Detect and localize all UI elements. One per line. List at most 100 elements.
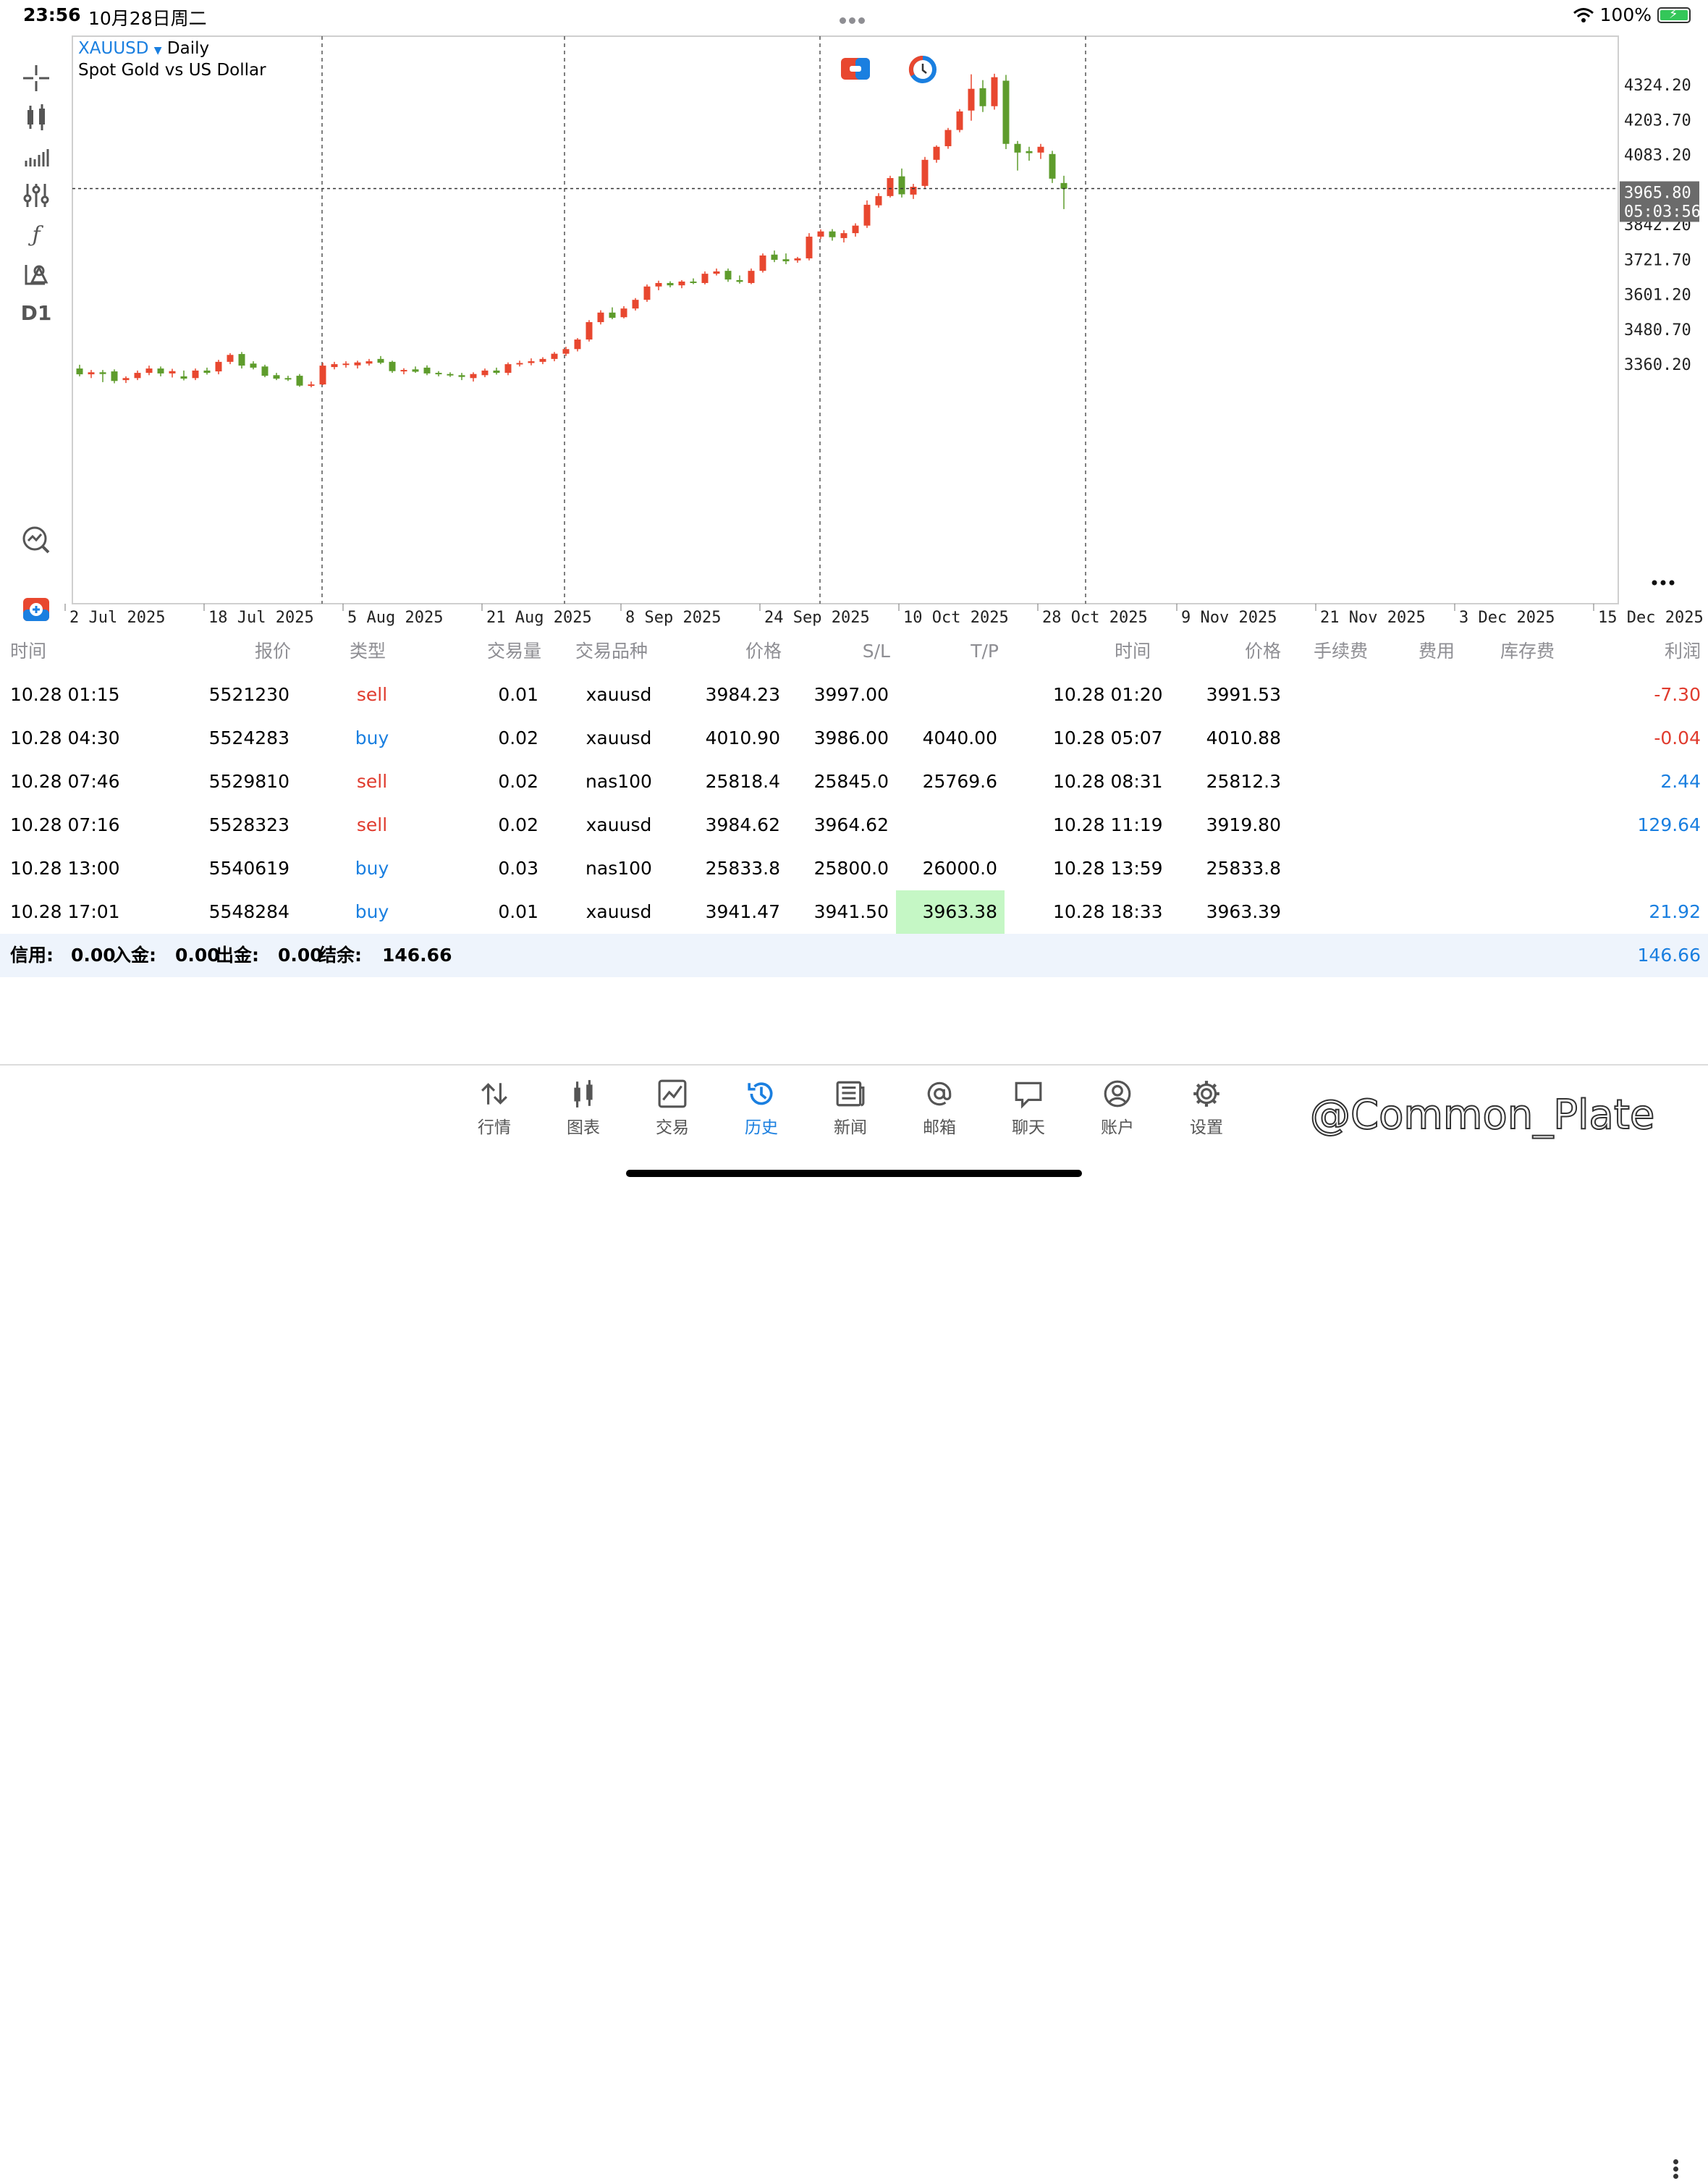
column-header[interactable]: 交易量 xyxy=(486,641,541,662)
candle-body[interactable] xyxy=(157,368,164,374)
multitasking-dots-icon[interactable] xyxy=(838,13,866,27)
candle-body[interactable] xyxy=(504,364,512,374)
column-header[interactable]: 库存费 xyxy=(1500,641,1555,662)
candle-body[interactable] xyxy=(99,372,106,374)
table-row[interactable]: 10.28 07:16 5528323 sell 0.02 xauusd 3984.62 3… xyxy=(0,803,1708,847)
axis-more-icon[interactable] xyxy=(1652,580,1657,586)
candle-body[interactable] xyxy=(991,77,998,106)
column-header[interactable]: T/P xyxy=(971,641,999,662)
candle-body[interactable] xyxy=(458,375,465,377)
candle-body[interactable] xyxy=(620,308,627,318)
candle-body[interactable] xyxy=(632,300,639,309)
candle-body[interactable] xyxy=(250,363,257,368)
candle-body[interactable] xyxy=(551,353,558,359)
column-header[interactable]: 时间 xyxy=(10,641,47,662)
candle-body[interactable] xyxy=(169,371,176,374)
table-row[interactable]: 10.28 01:15 5521230 sell 0.01 xauusd 3984.23 3… xyxy=(0,673,1708,717)
candle-body[interactable] xyxy=(829,231,836,237)
candle-body[interactable] xyxy=(956,111,963,130)
new-order-icon[interactable] xyxy=(17,591,55,628)
candle-body[interactable] xyxy=(1014,143,1021,153)
candle-body[interactable] xyxy=(447,374,454,376)
candle-body[interactable] xyxy=(701,274,709,283)
candle-body[interactable] xyxy=(724,271,732,280)
column-header[interactable]: 价格 xyxy=(1244,641,1281,662)
column-header[interactable]: 时间 xyxy=(1114,641,1151,662)
candle-body[interactable] xyxy=(528,361,535,363)
timeframe-button[interactable]: D1 xyxy=(20,300,52,325)
candle-body[interactable] xyxy=(539,358,546,362)
crosshair-icon[interactable] xyxy=(17,59,55,97)
candle-body[interactable] xyxy=(1049,153,1056,179)
candle-body[interactable] xyxy=(840,233,847,238)
candle-body[interactable] xyxy=(342,363,350,366)
candle-body[interactable] xyxy=(667,282,674,286)
candle-body[interactable] xyxy=(887,178,894,196)
table-row[interactable]: 10.28 07:46 5529810 sell 0.02 nas100 25818.4 2… xyxy=(0,760,1708,803)
tab-chat-bubble[interactable]: 聊天 xyxy=(992,1079,1065,1144)
settings-sliders-icon[interactable] xyxy=(17,177,55,214)
candle-body[interactable] xyxy=(180,376,187,379)
candle-body[interactable] xyxy=(898,176,905,195)
news-event-icon[interactable] xyxy=(908,55,937,83)
tab-mail-at[interactable]: 邮箱 xyxy=(903,1079,976,1144)
candle-body[interactable] xyxy=(76,368,83,375)
candle-body[interactable] xyxy=(979,88,986,106)
economic-event-icon[interactable] xyxy=(841,58,870,80)
tab-quotes-arrows[interactable]: 行情 xyxy=(458,1079,530,1144)
candle-body[interactable] xyxy=(435,373,442,375)
candle-body[interactable] xyxy=(736,279,743,282)
candle-body[interactable] xyxy=(609,312,616,318)
candle-body[interactable] xyxy=(794,258,801,261)
candle-body[interactable] xyxy=(643,286,651,300)
chart-type-candles-icon[interactable] xyxy=(17,98,55,136)
candle-body[interactable] xyxy=(389,361,396,371)
candle-body[interactable] xyxy=(481,370,489,376)
symbol-name[interactable]: XAUUSD xyxy=(78,39,149,58)
candle-body[interactable] xyxy=(875,195,882,206)
tab-account[interactable]: 账户 xyxy=(1081,1079,1154,1144)
candle-body[interactable] xyxy=(806,236,813,258)
candle-body[interactable] xyxy=(759,255,766,271)
candle-body[interactable] xyxy=(655,282,662,287)
tab-candlestick-chart[interactable]: 图表 xyxy=(547,1079,620,1144)
candle-body[interactable] xyxy=(493,370,500,374)
column-header[interactable]: 交易品种 xyxy=(575,641,648,662)
candle-body[interactable] xyxy=(122,378,130,381)
trading-signals-icon[interactable] xyxy=(17,521,55,559)
column-header[interactable]: 手续费 xyxy=(1313,641,1368,662)
candle-body[interactable] xyxy=(748,271,755,283)
candle-body[interactable] xyxy=(1037,146,1044,153)
candle-body[interactable] xyxy=(585,322,593,340)
candle-body[interactable] xyxy=(944,130,952,146)
candle-body[interactable] xyxy=(111,371,118,381)
candle-body[interactable] xyxy=(227,355,234,362)
candle-body[interactable] xyxy=(423,367,431,374)
candle-body[interactable] xyxy=(400,370,407,372)
candle-body[interactable] xyxy=(145,368,153,374)
candle-body[interactable] xyxy=(516,363,523,365)
candle-body[interactable] xyxy=(933,146,940,160)
indicators-bars-icon[interactable] xyxy=(17,138,55,175)
candle-body[interactable] xyxy=(377,358,384,363)
candle-body[interactable] xyxy=(1060,182,1068,189)
symbol-dropdown-icon[interactable]: ▼ xyxy=(153,45,162,56)
candle-body[interactable] xyxy=(308,384,315,387)
candle-body[interactable] xyxy=(88,372,95,375)
candle-body[interactable] xyxy=(678,281,685,286)
column-header[interactable]: S/L xyxy=(862,641,890,662)
candle-body[interactable] xyxy=(597,312,604,323)
candle-body[interactable] xyxy=(365,361,373,364)
chart-canvas[interactable]: 4324.204203.704083.203842.203721.703601.… xyxy=(0,35,1708,628)
candle-body[interactable] xyxy=(771,254,778,260)
candle-body[interactable] xyxy=(574,339,581,350)
candle-body[interactable] xyxy=(921,159,929,186)
candle-body[interactable] xyxy=(354,362,361,366)
axis-more-icon[interactable] xyxy=(1669,580,1675,586)
axis-more-icon[interactable] xyxy=(1660,580,1666,586)
candle-body[interactable] xyxy=(852,225,859,234)
column-header[interactable]: 利润 xyxy=(1664,641,1701,662)
candle-body[interactable] xyxy=(782,259,790,261)
candle-body[interactable] xyxy=(863,204,871,226)
objects-shapes-icon[interactable] xyxy=(17,255,55,292)
